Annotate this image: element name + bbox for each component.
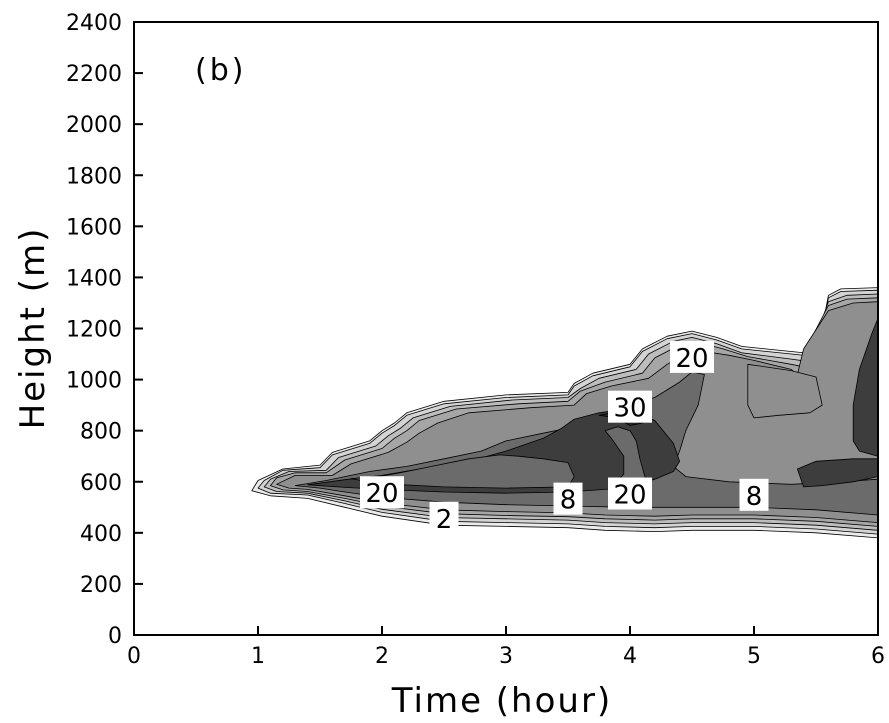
contour-label: 20 xyxy=(613,481,646,511)
contour-label-bg xyxy=(608,477,652,510)
contour-region-level-7 xyxy=(852,317,879,457)
contour-label-bg xyxy=(553,482,583,515)
y-tick-label: 600 xyxy=(80,471,122,496)
contour-label-bg xyxy=(670,340,714,373)
y-tick-label: 200 xyxy=(80,573,122,598)
x-tick-label: 1 xyxy=(251,644,265,669)
x-tick-label: 2 xyxy=(375,644,389,669)
x-tick-label: 3 xyxy=(499,644,513,669)
contour-label-bg xyxy=(360,476,404,509)
x-tick-label: 4 xyxy=(623,644,637,669)
panel-label: (b) xyxy=(195,53,246,88)
contour-label: 8 xyxy=(746,482,763,512)
x-axis: 0 1 2 3 4 5 6 xyxy=(127,626,885,669)
plot-frame xyxy=(133,21,879,636)
contour-labels: 20 2 8 20 30 20 8 xyxy=(360,340,769,535)
x-tick-label: 0 xyxy=(127,644,141,669)
y-tick-label: 400 xyxy=(80,522,122,547)
y-tick-label: 1000 xyxy=(66,369,122,394)
contour-label: 20 xyxy=(365,479,398,509)
y-tick-label: 1600 xyxy=(66,215,122,240)
y-tick-label: 800 xyxy=(80,420,122,445)
y-tick-label: 0 xyxy=(108,624,122,649)
x-tick-label: 5 xyxy=(747,644,761,669)
y-axis-title: Height (m) xyxy=(13,227,53,430)
contour-region-level-5 xyxy=(747,363,823,419)
y-tick-label: 1800 xyxy=(66,164,122,189)
y-tick-label: 2400 xyxy=(66,11,122,36)
contour-label: 8 xyxy=(560,486,577,516)
contour-regions xyxy=(251,287,879,539)
contour-label: 30 xyxy=(613,394,646,424)
contour-label-bg xyxy=(739,478,769,511)
contour-label-bg xyxy=(429,501,459,534)
contour-region-level-6 xyxy=(350,454,575,489)
contour-label: 2 xyxy=(436,505,453,535)
contour-label-bg xyxy=(608,390,652,423)
y-tick-label: 1200 xyxy=(66,318,122,343)
y-tick-label: 2200 xyxy=(66,62,122,87)
x-axis-title: Time (hour) xyxy=(391,681,612,721)
y-tick-label: 1400 xyxy=(66,266,122,291)
contour-label: 20 xyxy=(675,344,708,374)
x-tick-label: 6 xyxy=(871,644,885,669)
y-tick-label: 2000 xyxy=(66,113,122,138)
y-axis: 0 200 400 600 800 1000 1200 1400 1600 1800 2000 220… xyxy=(66,11,143,649)
